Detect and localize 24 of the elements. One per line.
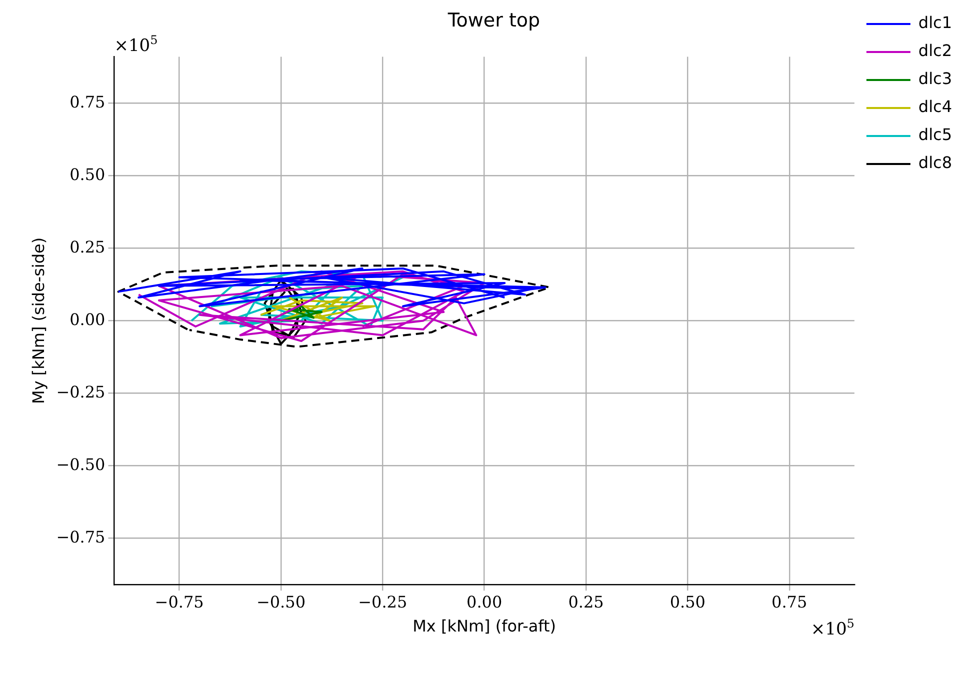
x-tick-label: −0.25 (358, 592, 408, 612)
x-tick-label: 0.00 (466, 592, 502, 612)
y-tick-label: 0.50 (70, 164, 106, 184)
legend-label: dlc5 (918, 125, 952, 144)
y-tick-label: 0.25 (70, 237, 106, 256)
legend-label: dlc2 (918, 41, 952, 60)
legend-label: dlc1 (918, 13, 952, 32)
legend-label: dlc3 (918, 69, 952, 88)
legend-label: dlc8 (918, 153, 952, 172)
y-tick-label: −0.50 (56, 454, 106, 474)
x-tick-label: 0.75 (772, 592, 808, 612)
y-tick-label: −0.25 (56, 382, 106, 402)
y-tick-label: 0.75 (70, 92, 106, 112)
line-series (117, 264, 550, 348)
x-tick-label: 0.25 (568, 592, 604, 612)
x-tick-label: 0.50 (670, 592, 706, 612)
x-axis-title: Mx [kNm] (for-aft) (412, 616, 556, 636)
y-tick-label: 0.00 (70, 310, 106, 329)
x-tick-label: −0.75 (154, 592, 204, 612)
y-axis-title: My [kNm] (side-side) (28, 237, 48, 404)
y-tick-label: −0.75 (56, 527, 106, 546)
legend-label: dlc4 (918, 97, 952, 116)
x-tick-label: −0.50 (256, 592, 306, 612)
chart-title: Tower top (446, 9, 540, 32)
